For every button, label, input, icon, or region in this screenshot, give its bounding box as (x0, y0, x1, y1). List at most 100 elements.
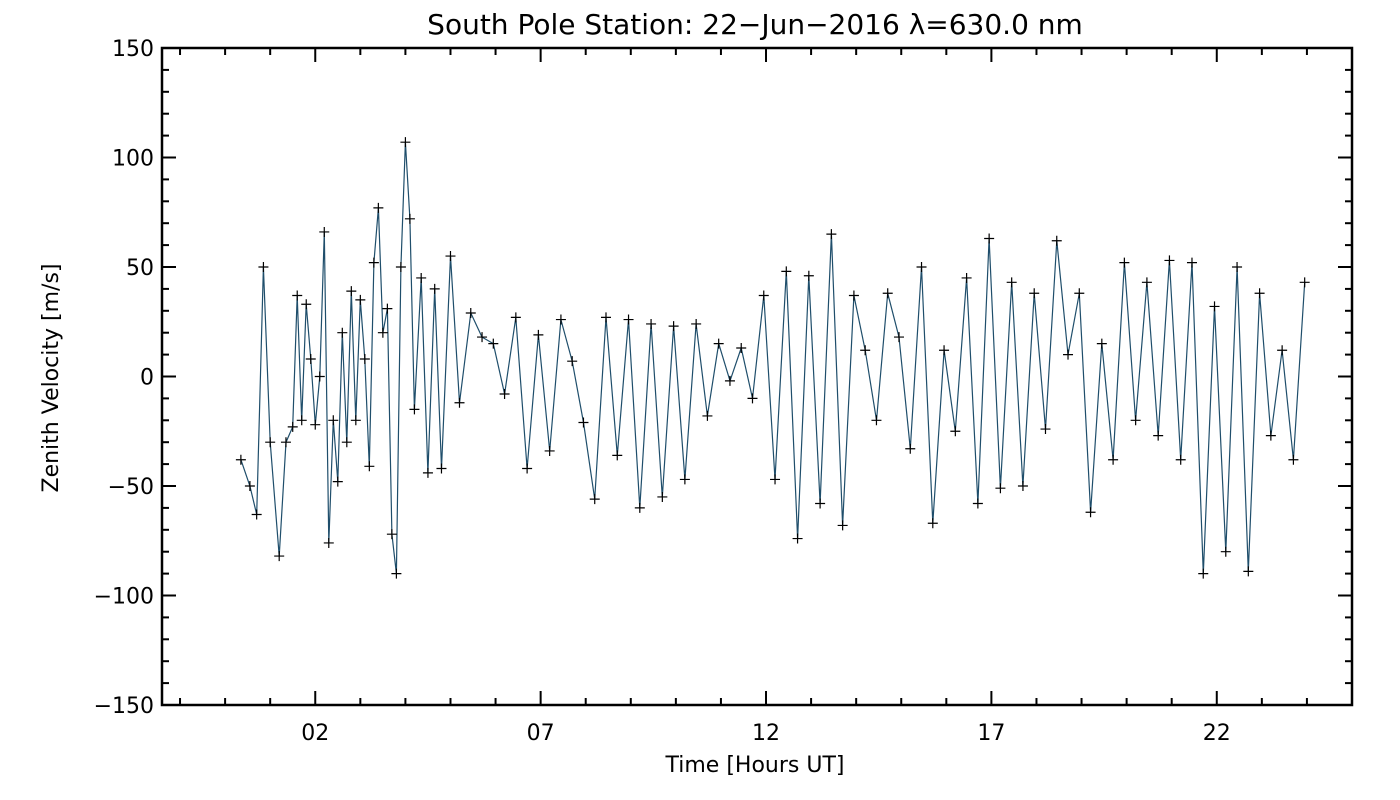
data-point-marker (301, 299, 312, 310)
data-point-marker (1006, 277, 1017, 288)
data-point-marker (600, 312, 611, 323)
data-point-marker (382, 303, 393, 314)
data-point-marker (961, 272, 972, 283)
data-point-marker (691, 318, 702, 329)
data-point-marker (416, 272, 427, 283)
data-point-marker (265, 437, 276, 448)
data-point-marker (445, 251, 456, 262)
data-point-marker (713, 338, 724, 349)
data-point-marker (837, 520, 848, 531)
data-point-marker (359, 353, 370, 364)
data-point-marker (770, 474, 781, 485)
chart-title: South Pole Station: 22−Jun−2016 λ=630.0 … (427, 8, 1083, 41)
data-point-marker (803, 270, 814, 281)
data-point-marker (578, 417, 589, 428)
data-point-marker (1254, 288, 1265, 299)
data-point-marker (477, 332, 488, 343)
data-point-marker (995, 483, 1006, 494)
data-point-marker (1198, 568, 1209, 579)
data-point-marker (373, 202, 384, 213)
data-point-marker (927, 518, 938, 529)
data-point-marker (612, 450, 623, 461)
series-line (240, 142, 1306, 574)
data-point-marker (1029, 288, 1040, 299)
data-point-marker (522, 463, 533, 474)
data-point-marker (454, 397, 465, 408)
x-tick-label: 07 (527, 721, 555, 746)
data-point-marker (1141, 277, 1152, 288)
x-tick-label: 02 (301, 721, 329, 746)
data-point-marker (882, 288, 893, 299)
data-point-marker (409, 404, 420, 415)
data-point-marker (1288, 454, 1299, 465)
data-point-marker (350, 415, 361, 426)
data-point-marker (972, 498, 983, 509)
data-point-marker (679, 474, 690, 485)
data-point-marker (815, 498, 826, 509)
data-point-marker (1186, 257, 1197, 268)
data-point-marker (1232, 262, 1243, 272)
data-point-marker (646, 318, 657, 329)
data-point-marker (251, 509, 262, 520)
data-point-marker (280, 437, 291, 448)
data-point-marker (1277, 345, 1288, 356)
data-point-marker (310, 419, 321, 430)
data-point-marker (792, 533, 803, 544)
plot-area: 02 07 12 17 22 150 100 50 0 −50 −100 −150 (94, 37, 1354, 746)
data-point-marker (258, 262, 269, 272)
data-point-marker (391, 568, 402, 579)
data-point-marker (623, 314, 634, 325)
x-tick-label: 12 (752, 721, 780, 746)
data-point-marker (702, 410, 713, 421)
y-axis-label: Zenith Velocity [m/s] (39, 264, 64, 493)
data-point-marker (1074, 288, 1085, 299)
data-point-marker (736, 343, 747, 354)
data-point-marker (567, 356, 578, 367)
data-point-marker (328, 415, 339, 426)
y-tick-label: 150 (112, 37, 154, 62)
data-point-marker (400, 137, 411, 148)
data-point-marker (1164, 255, 1175, 266)
data-point-marker (1130, 415, 1141, 426)
data-point-marker (905, 443, 916, 454)
data-point-marker (319, 226, 330, 237)
data-point-marker (296, 415, 307, 426)
data-point-marker (657, 491, 668, 502)
data-point-marker (781, 266, 792, 277)
data-point-marker (465, 307, 476, 318)
data-point-marker (916, 262, 927, 272)
data-point-marker (1153, 430, 1164, 441)
data-point-marker (1265, 430, 1276, 441)
data-point-marker (1063, 349, 1074, 360)
x-tick-label: 17 (977, 721, 1005, 746)
data-point-marker (422, 467, 433, 478)
y-tick-label: 100 (112, 147, 154, 172)
data-point-marker (939, 345, 950, 356)
data-point-marker (292, 290, 303, 301)
data-point-marker (826, 229, 837, 240)
data-point-marker (337, 327, 348, 338)
data-point-marker (386, 529, 397, 540)
data-point-marker (404, 213, 415, 224)
data-point-marker (950, 426, 961, 437)
data-point-marker (355, 294, 366, 305)
data-point-marker (488, 338, 499, 349)
data-point-marker (533, 329, 544, 340)
data-point-marker (499, 389, 510, 400)
data-point-marker (305, 353, 316, 364)
data-point-marker (1051, 235, 1062, 246)
data-point-marker (436, 463, 447, 474)
data-point-marker (634, 502, 645, 513)
data-point-marker (1108, 454, 1119, 465)
data-point-marker (1220, 546, 1231, 557)
data-point-marker (287, 421, 298, 432)
data-point-marker (871, 415, 882, 426)
data-point-marker (364, 461, 375, 472)
y-tick-label: −100 (94, 585, 154, 610)
data-point-marker (984, 233, 995, 244)
data-point-marker (1040, 424, 1051, 435)
data-point-marker (323, 537, 334, 548)
data-point-marker (510, 312, 521, 323)
